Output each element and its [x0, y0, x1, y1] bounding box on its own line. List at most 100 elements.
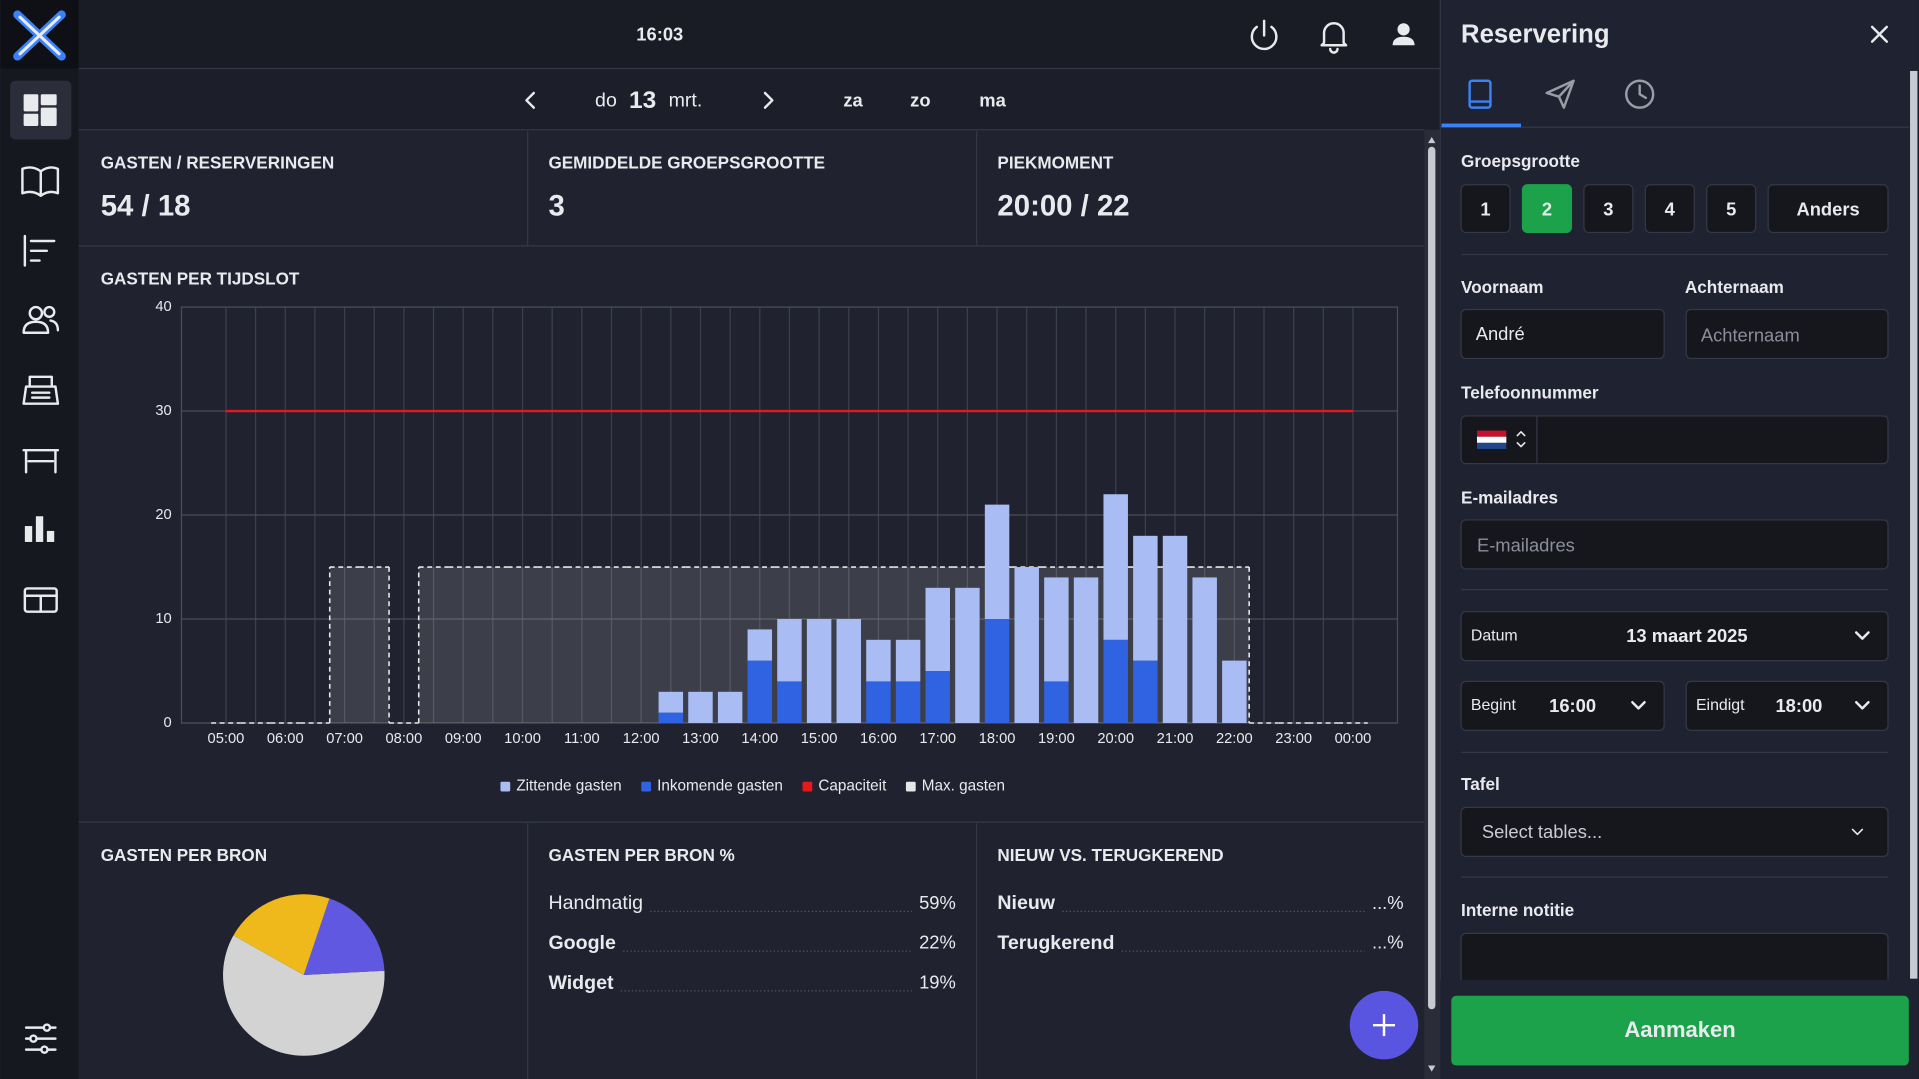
start-select[interactable]: [1460, 680, 1665, 731]
first-name-input[interactable]: [1460, 308, 1665, 360]
select-label: Datum: [1471, 627, 1518, 644]
nav-timeline[interactable]: [23, 234, 56, 267]
nvr-label: Terugkerend: [997, 932, 1114, 954]
field-label: Voornaam: [1461, 278, 1543, 297]
bar: [1044, 577, 1069, 682]
group-size-button[interactable]: [1521, 184, 1573, 234]
quick-day[interactable]: ma: [979, 89, 1006, 110]
x-tick-label: 17:00: [919, 731, 956, 747]
pie-slice: [303, 898, 385, 976]
legend-swatch: [802, 781, 813, 792]
chevron: [1631, 700, 1646, 710]
bar: [925, 671, 950, 724]
pie-slice: [233, 894, 330, 976]
y-tick-label: 30: [155, 403, 171, 419]
group-size-label: 3: [1603, 198, 1613, 219]
prev-day[interactable]: [525, 91, 535, 109]
nav-layout[interactable]: [23, 587, 58, 613]
bar: [1133, 660, 1158, 724]
input-placeholder: Achternaam: [1701, 324, 1800, 345]
x-tick-label: 05:00: [208, 731, 245, 747]
field-label: Tafel: [1461, 775, 1500, 794]
max-area: [418, 567, 449, 724]
bar: [955, 587, 980, 724]
nav-dashboard[interactable]: [23, 94, 57, 127]
x-tick-label: 20:00: [1097, 731, 1134, 747]
panel-title: Reservering: [1461, 20, 1610, 48]
nav-guests[interactable]: [22, 305, 60, 334]
profile-button[interactable]: [1392, 23, 1415, 46]
bar: [1133, 535, 1158, 661]
group-size-button[interactable]: [1460, 184, 1511, 234]
tab-send[interactable]: [1545, 79, 1575, 109]
quick-day[interactable]: za: [843, 89, 863, 110]
source-value: 22%: [919, 932, 956, 953]
select-value: 16:00: [1549, 695, 1596, 716]
add-button[interactable]: [1349, 990, 1419, 1060]
quick-day[interactable]: zo: [910, 89, 930, 110]
source-value: 59%: [919, 892, 956, 913]
header: [78, 0, 1441, 69]
stat-label: GEMIDDELDE GROEPSGROOTTE: [548, 153, 825, 172]
legend: Zittende gasten Inkomende gasten Capacitei…: [500, 778, 1005, 795]
power-button[interactable]: [1250, 19, 1278, 51]
tab-active: [1441, 123, 1522, 128]
group-size-button[interactable]: [1644, 184, 1695, 234]
nav-tables[interactable]: [22, 448, 60, 474]
bar-chart: 0 10 20 30 40 05:00 06:00 07:00 08:00 09:00 10:00 1…: [155, 299, 1399, 747]
stat-value: 20:00 / 22: [997, 190, 1129, 223]
x-tick-label: 22:00: [1216, 731, 1253, 747]
x-tick-label: 09:00: [445, 731, 482, 747]
bar: [717, 691, 743, 724]
tab-history[interactable]: [1625, 79, 1655, 109]
group-size-button[interactable]: [1706, 184, 1757, 234]
field-label: E-mailadres: [1461, 489, 1558, 508]
end-select[interactable]: [1685, 680, 1889, 731]
last-name-input[interactable]: [1685, 308, 1889, 360]
legend-label: Capaciteit: [818, 778, 887, 795]
group-size-label: 2: [1542, 198, 1552, 219]
email-input[interactable]: [1460, 519, 1889, 570]
country-flag[interactable]: [1476, 430, 1526, 449]
bar: [836, 619, 862, 724]
phone-input[interactable]: [1460, 415, 1889, 465]
legend-swatch: [905, 781, 916, 792]
submit-label: Aanmaken: [1624, 1017, 1735, 1042]
max-area: [359, 567, 390, 724]
logo[interactable]: [13, 10, 66, 61]
bar: [984, 619, 1010, 724]
y-tick-label: 0: [163, 715, 171, 731]
chart-title: GASTEN PER TIJDSLOT: [101, 270, 300, 289]
date-select[interactable]: [1460, 611, 1889, 662]
group-size-button[interactable]: [1767, 184, 1889, 234]
tab-details[interactable]: [1468, 79, 1492, 109]
nav-book[interactable]: [21, 166, 60, 197]
group-size-button[interactable]: [1583, 184, 1634, 234]
scroll-thumb[interactable]: [1428, 146, 1436, 1010]
group-size-label: Anders: [1796, 198, 1859, 219]
max-area: [507, 567, 538, 724]
stat-label: GASTEN / RESERVERINGEN: [101, 153, 335, 172]
new-returning-list: Nieuw ...% Terugkerend...%: [997, 892, 1403, 954]
table-select[interactable]: [1460, 806, 1889, 857]
next-day[interactable]: [763, 91, 774, 109]
pie-chart: [223, 894, 385, 1056]
nav-register[interactable]: [22, 375, 60, 405]
panel-scrollbar[interactable]: [1910, 70, 1918, 979]
stat-value: 54 / 18: [101, 190, 191, 223]
group-size-label: 5: [1726, 198, 1736, 219]
nav-stats[interactable]: [24, 516, 55, 542]
group-size-label: 1: [1480, 198, 1490, 219]
chevron: [1851, 828, 1864, 836]
nvr-value: ...%: [1372, 892, 1404, 913]
bar: [1014, 567, 1039, 724]
x-tick-label: 21:00: [1157, 731, 1194, 747]
legend-label: Zittende gasten: [516, 778, 621, 795]
submit-button[interactable]: [1451, 995, 1909, 1066]
close-button[interactable]: [1870, 25, 1889, 43]
max-area: [626, 567, 656, 724]
y-tick-label: 40: [155, 299, 171, 315]
x-tick-label: 13:00: [682, 731, 719, 747]
notifications-button[interactable]: [1320, 22, 1348, 54]
nav-settings[interactable]: [24, 1023, 57, 1054]
